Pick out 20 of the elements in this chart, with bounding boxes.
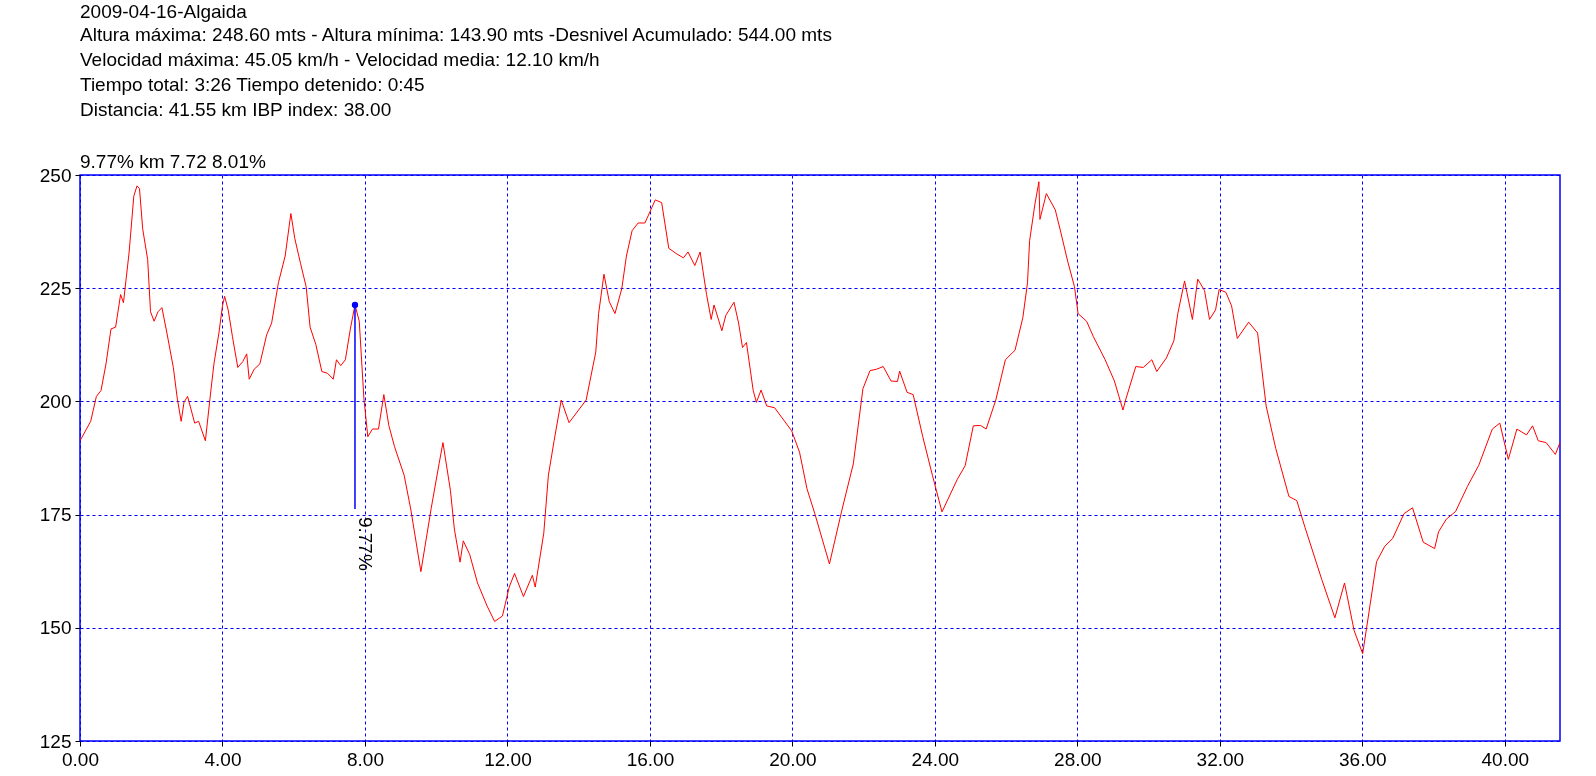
x-tick-label: 4.00 (204, 748, 242, 770)
x-tick-label: 20.00 (769, 748, 817, 770)
y-tick-label: 225 (39, 277, 72, 299)
annotation: 9.77% (354, 516, 376, 571)
x-tick-label: 8.00 (346, 748, 384, 770)
x-tick-label: 16.00 (626, 748, 675, 770)
y-tick-label: 250 (39, 164, 72, 186)
x-tick-label: 28.00 (1054, 748, 1102, 770)
line-series (80, 181, 1560, 655)
text: 9.77% km 7.72 8.01% (80, 151, 266, 172)
y-tick-label: 175 (39, 504, 72, 526)
x-tick-label: 40.00 (1481, 748, 1530, 770)
y-tick-label: 150 (39, 617, 72, 639)
y-tick-label: 200 (39, 390, 72, 412)
x-tick-label: 36.00 (1339, 748, 1387, 770)
x-tick-label: 32.00 (1196, 748, 1245, 770)
x-tick-label: 24.00 (911, 748, 960, 770)
chart-subtitle: Altura máxima: 248.60 mts - Altura mínima: 143.90 mts -Desnivel Acumulado: 544.00 mts Velocidad máxima: 45.05 km/h - Velocidad media: 12.10 km/h Tiempo total: 3:26 Tiempo detenido: 0:45 Distancia: 41.55 km IBP index: 38.00 (80, 24, 832, 120)
chart-title: 2009-04-16-Algaida (80, 1, 248, 22)
x-tick-label: 12.00 (484, 748, 532, 770)
